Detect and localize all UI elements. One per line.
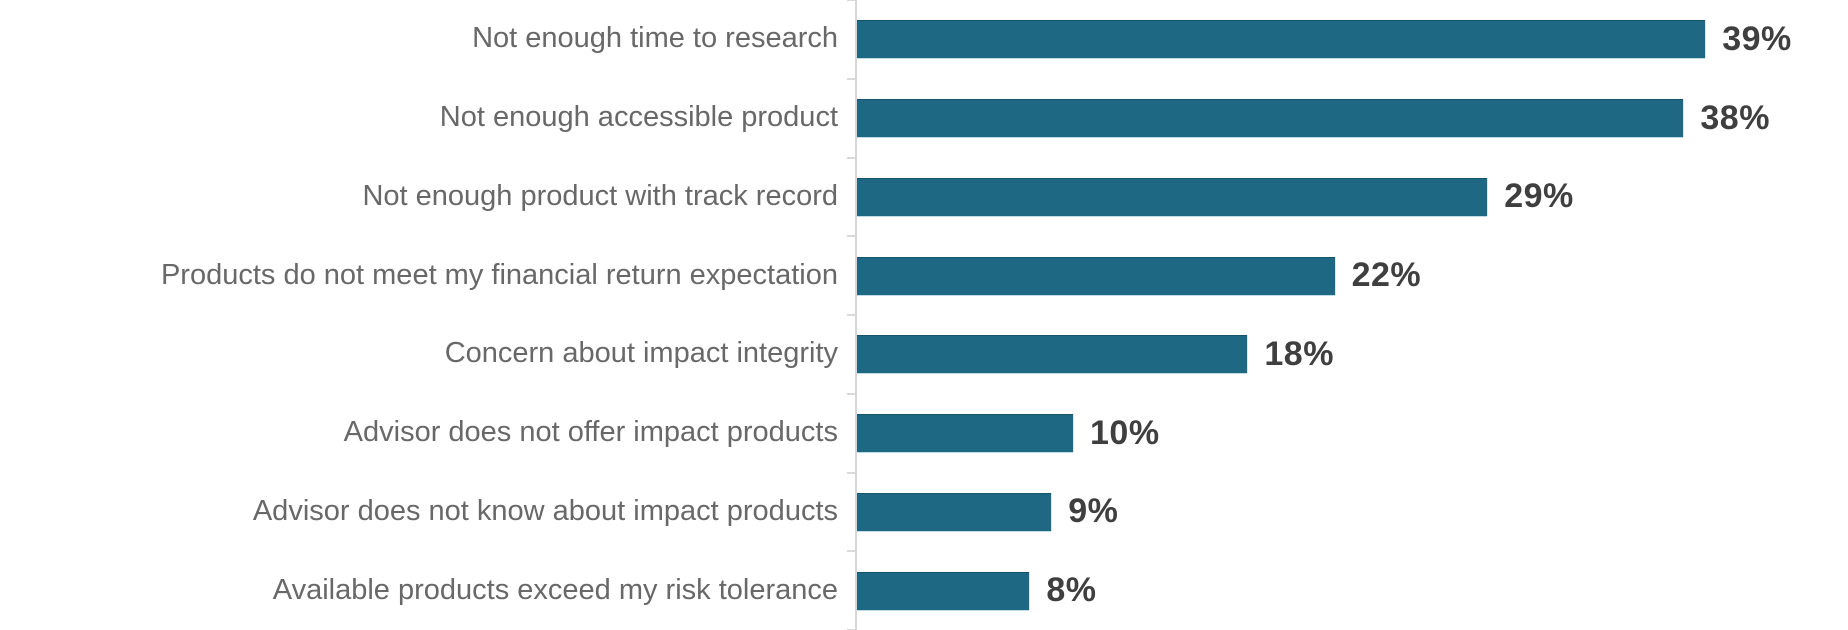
plot-area: 22% xyxy=(855,236,1848,315)
axis-tick xyxy=(847,157,855,159)
chart-row: Not enough product with track record 29% xyxy=(0,158,1848,237)
y-axis-line xyxy=(855,0,857,630)
plot-area: 18% xyxy=(855,315,1848,394)
axis-tick xyxy=(847,0,855,1)
value-label: 38% xyxy=(1700,98,1770,137)
value-label: 22% xyxy=(1351,256,1422,295)
value-label: 9% xyxy=(1068,492,1119,531)
bar xyxy=(855,492,1052,531)
chart-row: Advisor does not offer impact products 1… xyxy=(0,394,1848,473)
plot-area: 8% xyxy=(855,551,1848,630)
category-label: Products do not meet my financial return… xyxy=(160,258,838,291)
chart-row: Advisor does not know about impact produ… xyxy=(0,473,1848,552)
plot-area: 10% xyxy=(855,394,1848,473)
bar xyxy=(855,571,1030,610)
category-label: Advisor does not know about impact produ… xyxy=(252,494,838,527)
chart-row: Not enough time to research 39% xyxy=(0,0,1848,79)
category-label: Not enough accessible product xyxy=(439,101,838,134)
axis-tick xyxy=(847,393,855,395)
bar xyxy=(855,99,1684,138)
category-label: Concern about impact integrity xyxy=(444,337,838,370)
plot-area: 9% xyxy=(855,473,1848,552)
plot-area: 38% xyxy=(855,79,1848,158)
category-label: Available products exceed my risk tolera… xyxy=(272,573,838,606)
bar xyxy=(855,256,1335,295)
chart-row: Available products exceed my risk tolera… xyxy=(0,551,1848,630)
axis-tick xyxy=(847,235,855,237)
category-label: Not enough time to research xyxy=(472,22,838,55)
category-label: Advisor does not offer impact products xyxy=(343,416,838,449)
value-label: 8% xyxy=(1046,571,1097,610)
plot-area: 39% xyxy=(855,0,1848,79)
value-label: 29% xyxy=(1504,177,1574,216)
axis-tick xyxy=(847,314,855,316)
value-label: 10% xyxy=(1090,413,1160,452)
bar xyxy=(855,177,1488,216)
bar xyxy=(855,20,1706,59)
chart-row: Concern about impact integrity 18% xyxy=(0,315,1848,394)
axis-tick xyxy=(847,550,855,552)
category-label: Not enough product with track record xyxy=(362,179,838,212)
bar xyxy=(855,414,1073,453)
chart-row: Products do not meet my financial return… xyxy=(0,236,1848,315)
chart-row: Not enough accessible product 38% xyxy=(0,79,1848,158)
plot-area: 29% xyxy=(855,158,1848,237)
value-label: 39% xyxy=(1722,19,1792,58)
bar xyxy=(855,335,1248,374)
axis-tick xyxy=(847,78,855,80)
axis-tick xyxy=(847,472,855,474)
value-label: 18% xyxy=(1264,334,1334,373)
